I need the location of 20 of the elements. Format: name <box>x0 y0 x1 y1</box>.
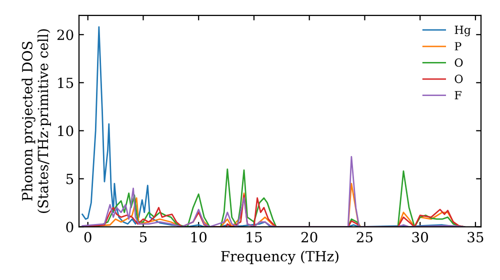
x-tick-label: 30 <box>412 232 428 242</box>
x-tick-label: 20 <box>301 232 318 242</box>
y-tick-label: 15 <box>58 78 74 88</box>
x-tick-label: 0 <box>84 232 92 242</box>
legend-label: F <box>454 91 462 100</box>
y-axis-title: Phonon projected DOS (States/THz·primitive cell) <box>22 29 51 213</box>
y-tick-label: 10 <box>58 126 74 136</box>
legend-label: Hg <box>454 26 471 36</box>
y-tick-label: 0 <box>66 222 74 232</box>
x-tick-label: 10 <box>191 232 207 242</box>
x-tick-label: 15 <box>246 232 262 242</box>
y-tick-label: 5 <box>66 174 74 184</box>
x-tick-label: 5 <box>140 232 147 242</box>
y-tick-label: 20 <box>57 30 74 40</box>
x-tick-label: 25 <box>356 232 372 242</box>
x-tick-label: 35 <box>468 232 484 242</box>
x-axis-title: Frequency (THz) <box>221 250 338 264</box>
legend-label: O <box>454 74 463 84</box>
legend-label: P <box>454 42 462 50</box>
legend-label: O <box>454 58 463 67</box>
